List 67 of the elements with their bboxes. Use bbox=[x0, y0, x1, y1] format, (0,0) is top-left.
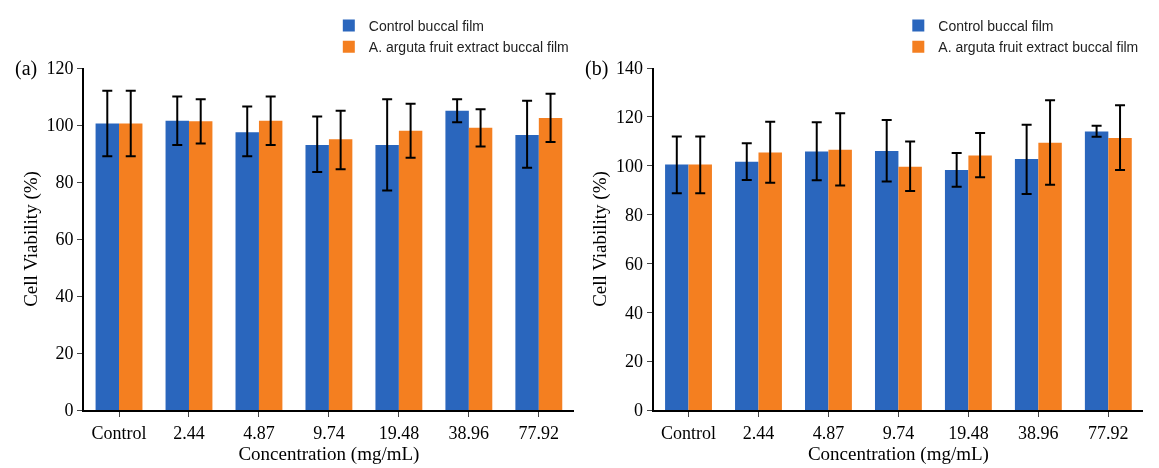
y-tick-label: 0 bbox=[633, 400, 643, 421]
bar bbox=[95, 123, 120, 410]
y-tick-label: 140 bbox=[615, 58, 643, 79]
bar bbox=[735, 161, 759, 410]
y-tick-label: 20 bbox=[624, 351, 643, 372]
x-tick-label: Control bbox=[91, 422, 147, 443]
bar bbox=[119, 123, 143, 410]
x-tick-label: 19.48 bbox=[948, 422, 989, 443]
y-axis-title: Cell Viability (%) bbox=[589, 171, 612, 307]
x-axis-title: Concentration (mg/mL) bbox=[807, 442, 989, 465]
bar bbox=[665, 164, 689, 410]
y-tick-label: 100 bbox=[615, 156, 643, 177]
y-tick-label: 20 bbox=[55, 343, 74, 364]
bar bbox=[445, 110, 469, 410]
legend-label: Control buccal film bbox=[938, 17, 1054, 34]
x-tick-label: 19.48 bbox=[378, 422, 420, 443]
bar bbox=[398, 130, 423, 410]
y-tick-label: 80 bbox=[624, 204, 643, 225]
legend-label: A. arguta fruit extract buccal film bbox=[368, 39, 569, 56]
bar bbox=[968, 155, 992, 410]
bar bbox=[538, 117, 563, 410]
bar bbox=[1084, 131, 1109, 410]
x-tick-label: 38.96 bbox=[448, 422, 490, 443]
x-tick-label: 4.87 bbox=[243, 422, 275, 443]
bar bbox=[515, 134, 539, 410]
legend-label: A. arguta fruit extract buccal film bbox=[938, 39, 1139, 56]
bar bbox=[305, 144, 329, 410]
y-tick-label: 60 bbox=[624, 253, 643, 274]
bar bbox=[165, 120, 189, 410]
y-tick-label: 80 bbox=[55, 172, 74, 193]
x-tick-label: 9.74 bbox=[882, 422, 915, 443]
y-tick-label: 100 bbox=[46, 115, 74, 136]
x-tick-label: 9.74 bbox=[313, 422, 345, 443]
x-tick-label: 2.44 bbox=[742, 422, 775, 443]
text: (b) bbox=[585, 57, 609, 80]
x-tick-label: Control bbox=[661, 422, 717, 443]
bar bbox=[828, 149, 852, 410]
y-tick-label: 40 bbox=[624, 302, 643, 323]
x-tick-label: 77.92 bbox=[518, 422, 560, 443]
bar bbox=[328, 139, 353, 410]
y-tick-label: 40 bbox=[55, 286, 74, 307]
y-axis-title: Cell Viability (%) bbox=[19, 171, 42, 307]
x-tick-label: 77.92 bbox=[1088, 422, 1129, 443]
x-tick-label: 2.44 bbox=[173, 422, 205, 443]
y-tick-label: 120 bbox=[615, 107, 643, 128]
x-tick-label: 38.96 bbox=[1018, 422, 1059, 443]
bar bbox=[805, 151, 829, 410]
bar bbox=[944, 170, 969, 410]
bar bbox=[1014, 159, 1039, 410]
bar bbox=[258, 120, 283, 410]
bar bbox=[1108, 138, 1132, 410]
bar bbox=[688, 164, 712, 410]
legend-label: Control buccal film bbox=[368, 17, 484, 34]
bar bbox=[758, 152, 782, 410]
bar bbox=[188, 121, 213, 410]
y-tick-label: 60 bbox=[55, 229, 74, 250]
bar bbox=[235, 132, 259, 410]
text: (a) bbox=[15, 57, 38, 80]
bar bbox=[898, 166, 922, 410]
y-tick-label: 0 bbox=[64, 400, 74, 421]
bar bbox=[375, 144, 399, 410]
bar bbox=[468, 127, 493, 410]
bar bbox=[874, 151, 899, 410]
bar bbox=[1038, 142, 1062, 410]
x-tick-label: 4.87 bbox=[812, 422, 845, 443]
x-axis-title: Concentration (mg/mL) bbox=[238, 442, 420, 465]
y-tick-label: 120 bbox=[46, 58, 74, 79]
